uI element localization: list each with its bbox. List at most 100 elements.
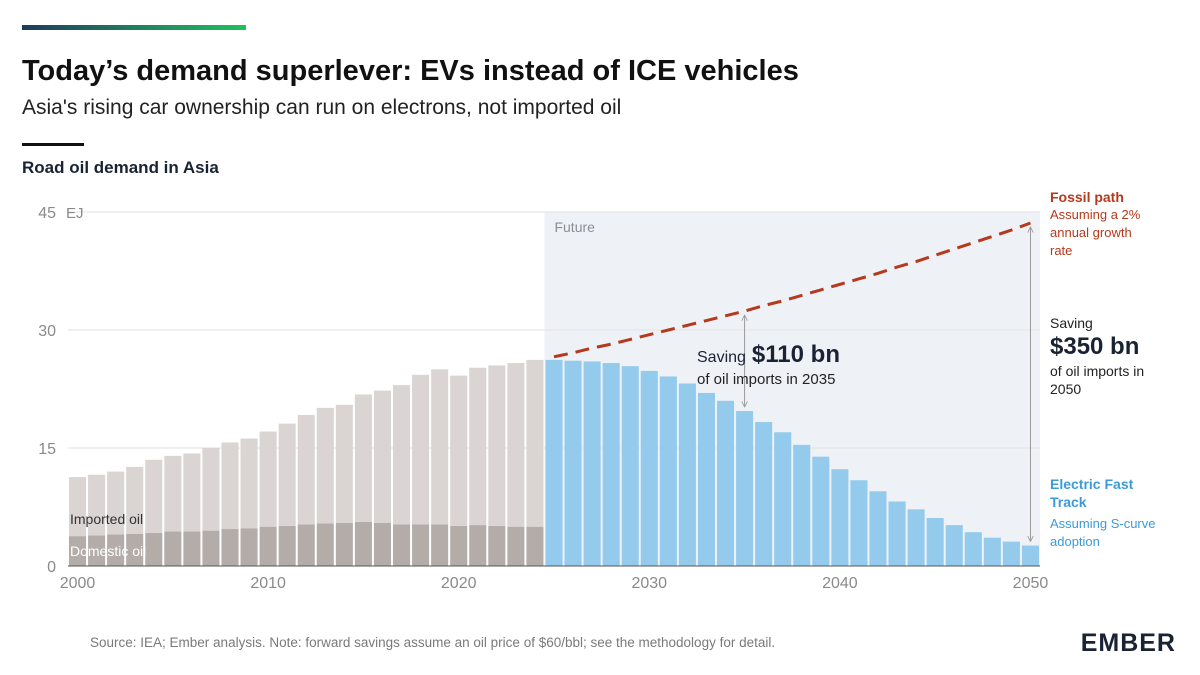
bar (240, 528, 258, 566)
bar (69, 536, 87, 566)
bar (983, 537, 1001, 566)
bar (545, 359, 563, 566)
x-tick-label: 2020 (441, 575, 477, 592)
legend-label: Fossil path (1050, 189, 1124, 205)
x-tick-label: 2040 (822, 575, 858, 592)
plot: Future 0 15 30 45 EJ 2000 2010 2020 2030 2040 2050 I… (38, 205, 1048, 592)
bar (431, 369, 449, 525)
bar (888, 501, 906, 566)
bar (393, 524, 411, 566)
bar (278, 525, 296, 566)
bar (507, 363, 525, 527)
y-unit: EJ (66, 205, 84, 222)
logo: EMBER (1081, 629, 1176, 657)
bar (259, 526, 277, 566)
bar (373, 522, 391, 566)
annotation: Saving (697, 349, 746, 366)
bar (221, 529, 239, 566)
bar (316, 407, 334, 524)
bar (240, 438, 258, 529)
bar (469, 367, 487, 526)
bar (354, 521, 372, 566)
bar (640, 370, 658, 566)
series-label: Domestic oil (70, 543, 146, 559)
bar (69, 477, 87, 537)
bar (316, 523, 334, 566)
bar (88, 474, 106, 536)
bar (335, 404, 353, 523)
bar (488, 525, 506, 566)
annotation: of oil imports in 2050 (1050, 363, 1145, 397)
bar (755, 422, 773, 566)
bar (564, 360, 582, 566)
bar (393, 385, 411, 525)
chart-title: Road oil demand in Asia (22, 158, 219, 177)
bar (107, 534, 125, 566)
bar (354, 394, 372, 522)
bar (507, 526, 525, 566)
bar (831, 469, 849, 566)
y-tick-label: 30 (38, 323, 56, 340)
bar (412, 374, 430, 525)
title: Today’s demand superlever: EVs instead o… (22, 55, 799, 87)
fossil-legend: Fossil path Assuming a 2% annual growth … (1050, 188, 1146, 260)
bar (736, 411, 754, 566)
x-tick-label: 2050 (1013, 575, 1049, 592)
bar (297, 414, 315, 525)
subtitle: Asia's rising car ownership can run on e… (22, 96, 621, 119)
bar (335, 522, 353, 566)
bar (717, 400, 735, 566)
bar (412, 524, 430, 566)
bar (126, 533, 144, 566)
bar (469, 525, 487, 566)
divider (22, 143, 84, 146)
y-tick-label: 0 (47, 559, 56, 576)
bar (164, 531, 182, 566)
bar (926, 518, 944, 566)
bar (278, 423, 296, 526)
bar (145, 532, 163, 566)
annotation: Saving $110 bn (697, 341, 840, 368)
series-label: Imported oil (70, 511, 143, 527)
bar (488, 365, 506, 526)
line (553, 221, 1031, 359)
x-tick-label: 2030 (631, 575, 667, 592)
y-tick-label: 15 (38, 441, 56, 458)
bar (145, 459, 163, 533)
bar (126, 466, 144, 534)
bar (678, 383, 696, 566)
annotation: $350 bn (1050, 333, 1140, 360)
bar (621, 366, 639, 566)
annotation: of oil imports in 2035 (697, 371, 835, 388)
header-bar (22, 25, 246, 30)
bar (297, 524, 315, 566)
bar (850, 480, 868, 566)
x-tick-label: 2000 (60, 575, 96, 592)
bar (869, 491, 887, 566)
bar (1002, 541, 1020, 566)
bar (602, 363, 620, 566)
bar (907, 509, 925, 566)
bar (202, 530, 220, 566)
bar (183, 531, 201, 566)
bar (774, 432, 792, 566)
annotation: $110 bn (752, 341, 840, 368)
bar (583, 361, 601, 566)
bar (202, 448, 220, 531)
bar (259, 431, 277, 527)
bar (164, 455, 182, 532)
x-tick-label: 2010 (250, 575, 286, 592)
bar (88, 535, 106, 566)
bar (373, 390, 391, 523)
bar (450, 525, 468, 566)
bar (526, 526, 544, 566)
bar (526, 359, 544, 527)
legend-label: Electric Fast Track (1050, 476, 1134, 510)
bar (697, 392, 715, 566)
bar (107, 471, 125, 535)
note: Assuming S-curve adoption (1050, 516, 1156, 549)
bar (431, 524, 449, 566)
bar (659, 376, 677, 566)
